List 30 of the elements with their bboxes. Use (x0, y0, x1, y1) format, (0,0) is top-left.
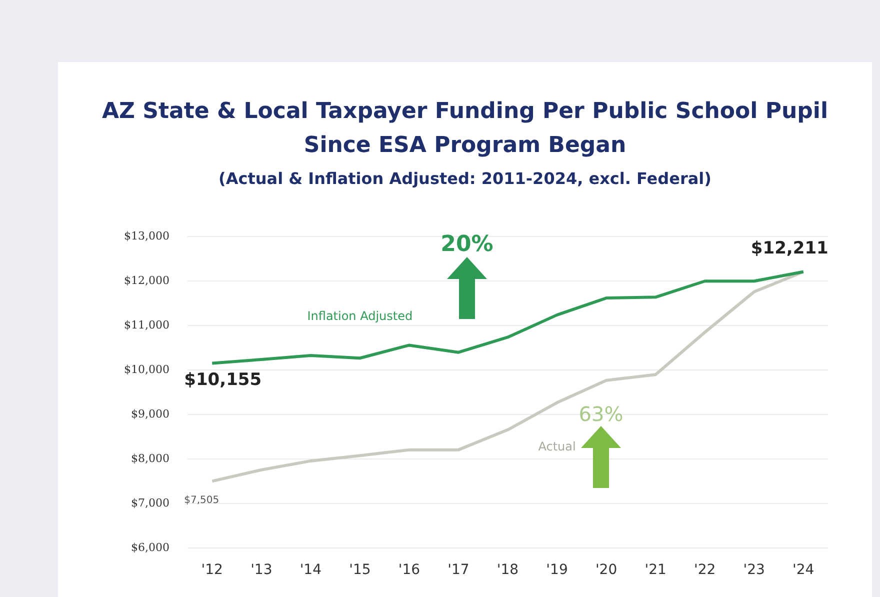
x-tick-label: '24 (792, 562, 814, 578)
x-tick-label: '19 (546, 562, 568, 578)
series-label: Actual (538, 440, 576, 454)
x-tick-label: '21 (644, 562, 666, 578)
x-tick-label: '16 (398, 562, 420, 578)
y-tick-label: $8,000 (130, 452, 170, 466)
annotation: $7,505 (184, 495, 220, 506)
x-tick-label: '22 (694, 562, 716, 578)
y-tick-label: $11,000 (124, 318, 170, 332)
x-tick-label: '18 (496, 562, 519, 578)
series-label: Inflation Adjusted (307, 309, 413, 324)
annotation: $10,155 (184, 370, 262, 390)
x-tick-label: '12 (201, 562, 223, 578)
y-tick-label: $9,000 (130, 408, 170, 421)
annotation: $12,211 (750, 238, 828, 259)
y-tick-label: $13,000 (124, 229, 170, 242)
x-tick-label: '17 (448, 562, 470, 578)
y-tick-label: $10,000 (124, 363, 170, 376)
y-tick-label: $6,000 (130, 541, 170, 554)
annotation: 63% (578, 402, 624, 426)
x-tick-label: '15 (349, 562, 371, 578)
chart-title: AZ State & Local Taxpayer Funding Per Public School Pupil Since ESA Program Began (101, 98, 829, 160)
x-tick-label: '23 (743, 562, 765, 578)
x-tick-label: '14 (300, 562, 322, 578)
chart-subtitle: (Actual & Inflation Adjusted: 2011-2024, excl. Federal) (218, 169, 712, 188)
y-tick-label: $7,000 (130, 496, 170, 510)
y-tick-label: $12,000 (124, 274, 170, 287)
x-tick-label: '20 (595, 562, 618, 578)
annotation: 20% (440, 232, 494, 257)
x-tick-label: '13 (250, 562, 272, 578)
